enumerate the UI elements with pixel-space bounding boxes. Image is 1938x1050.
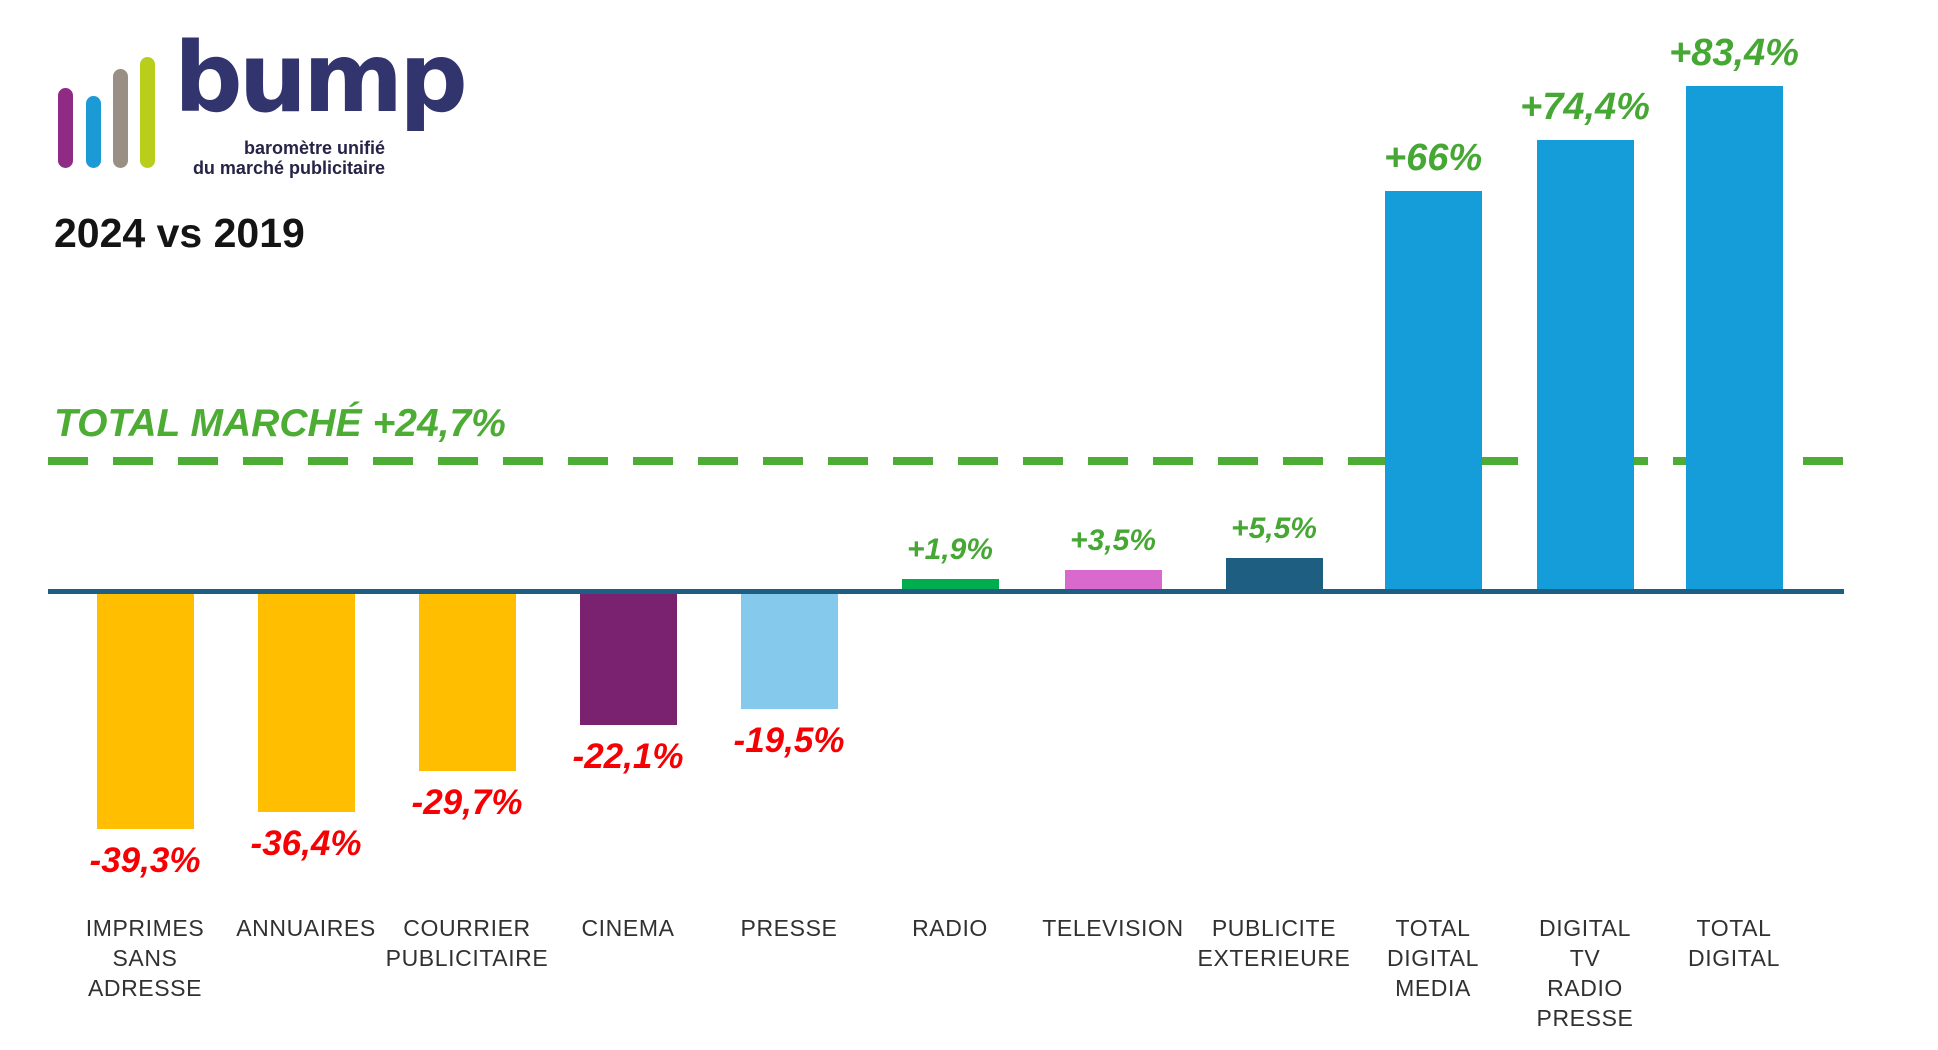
- bar: [1064, 570, 1162, 591]
- bar-category-label: CINEMA: [581, 915, 675, 941]
- logo-tagline-line1: baromètre unifié: [243, 138, 385, 158]
- bar-value-label: +5,5%: [1231, 512, 1317, 545]
- bar: [901, 579, 999, 591]
- bar-value-label: -36,4%: [250, 824, 362, 863]
- logo-bar-icon: [140, 57, 155, 168]
- bar-value-label: +1,9%: [907, 533, 993, 566]
- bar: [1685, 86, 1783, 591]
- bar-category-label: PRESSE: [740, 915, 838, 941]
- bump-logo: bump baromètre unifié du marché publicit…: [0, 0, 480, 200]
- bar-category-label: TOTAL DIGITAL: [1688, 915, 1780, 971]
- x-axis-line: [48, 589, 1844, 594]
- bar: [1384, 191, 1482, 591]
- bar: [740, 591, 838, 709]
- bar: [1536, 140, 1634, 591]
- bar-value-label: -22,1%: [572, 737, 684, 776]
- logo-wordmark: bump: [174, 22, 468, 134]
- logo-bar-icon: [113, 69, 128, 168]
- bar-category-label: TOTAL DIGITAL MEDIA: [1387, 915, 1479, 1001]
- bar-category-label: COURRIER PUBLICITAIRE: [385, 915, 549, 971]
- bar: [418, 591, 516, 771]
- logo-tagline-line2: du marché publicitaire: [192, 158, 385, 178]
- bar-value-label: -19,5%: [733, 721, 845, 760]
- bar-value-label: +83,4%: [1669, 32, 1799, 74]
- bar-value-label: +74,4%: [1520, 86, 1650, 128]
- reference-dashed-line: [48, 457, 1852, 465]
- page-title: 2024 vs 2019: [54, 210, 305, 256]
- logo-tagline: baromètre unifié du marché publicitaire: [118, 138, 385, 178]
- logo-bar-icon: [86, 96, 101, 168]
- bar: [579, 591, 677, 725]
- logo-bar-icon: [58, 88, 73, 168]
- reference-line-label: TOTAL MARCHÉ +24,7%: [54, 402, 506, 445]
- bar-value-label: +66%: [1383, 137, 1483, 179]
- bar: [96, 591, 194, 829]
- bar-value-label: -29,7%: [411, 783, 523, 822]
- bar-category-label: RADIO: [912, 915, 988, 941]
- bar: [1225, 558, 1323, 591]
- bar-category-label: ANNUAIRES: [236, 915, 376, 941]
- bar-value-label: -39,3%: [89, 841, 201, 880]
- bar-category-label: PUBLICITE EXTERIEURE: [1197, 915, 1351, 971]
- bar-category-label: DIGITAL TV RADIO PRESSE: [1536, 915, 1634, 1031]
- bar-value-label: +3,5%: [1070, 524, 1156, 557]
- bar-category-label: TELEVISION: [1042, 915, 1184, 941]
- bar: [257, 591, 355, 812]
- bar-category-label: IMPRIMES SANS ADRESSE: [85, 915, 205, 1001]
